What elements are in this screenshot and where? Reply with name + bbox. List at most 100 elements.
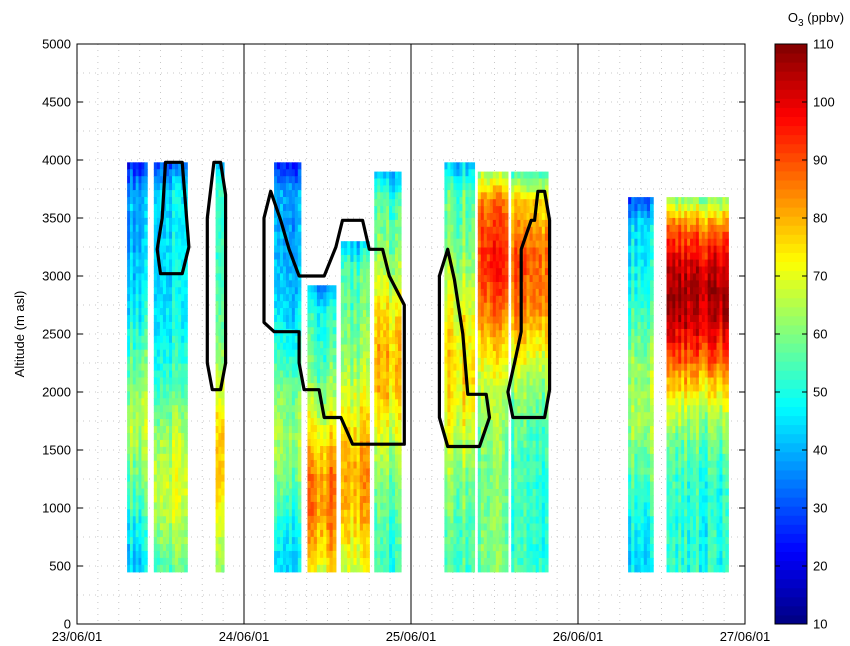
heatmap-cell <box>447 203 452 212</box>
heatmap-cell <box>517 261 521 269</box>
heatmap-cell <box>377 268 381 276</box>
heatmap-cell <box>156 301 161 309</box>
heatmap-cell <box>178 460 182 469</box>
heatmap-cell <box>389 385 393 393</box>
heatmap-cell <box>444 335 449 344</box>
heatmap-cell <box>344 406 348 414</box>
heatmap-cell <box>215 412 219 420</box>
heatmap-cell <box>280 439 284 448</box>
heatmap-cell <box>468 190 473 198</box>
heatmap-cell <box>172 391 176 399</box>
heatmap-cell <box>132 231 137 240</box>
heatmap-cell <box>511 551 515 559</box>
heatmap-cell <box>132 176 137 184</box>
heatmap-cell <box>277 335 281 344</box>
heatmap-cell <box>169 162 173 170</box>
heatmap-cell <box>162 328 167 337</box>
heatmap-cell <box>532 454 537 462</box>
heatmap-cell <box>307 334 312 342</box>
heatmap-cell <box>532 357 537 366</box>
heatmap-cell <box>395 461 399 469</box>
heatmap-cell <box>326 446 331 454</box>
heatmap-cell <box>316 306 321 314</box>
heatmap-cell <box>459 162 464 170</box>
heatmap-cell <box>310 362 315 370</box>
heatmap-cell <box>444 210 449 219</box>
heatmap-cell <box>350 482 355 490</box>
heatmap-cell <box>532 185 537 193</box>
heatmap-cell <box>523 564 528 573</box>
heatmap-cell <box>389 537 393 545</box>
heatmap-cell <box>294 516 299 524</box>
heatmap-cell <box>178 495 182 503</box>
heatmap-cell <box>297 550 302 559</box>
heatmap-cell <box>392 344 396 352</box>
heatmap-cell <box>532 426 537 435</box>
heatmap-cell <box>129 439 134 448</box>
heatmap-cell <box>483 447 488 456</box>
heatmap-cell <box>172 537 176 545</box>
heatmap-cell <box>165 481 170 490</box>
heatmap-cell <box>141 162 145 170</box>
heatmap-cell <box>447 377 452 386</box>
heatmap-cell <box>291 342 296 351</box>
heatmap-cell <box>169 370 173 379</box>
heatmap-cell <box>285 197 290 205</box>
heatmap-cell <box>221 224 225 233</box>
heatmap-cell <box>178 398 182 406</box>
heatmap-cell <box>323 508 327 517</box>
heatmap-cell <box>483 440 488 449</box>
heatmap-cell <box>307 327 312 335</box>
heatmap-cell <box>221 502 225 510</box>
heatmap-cell <box>274 335 278 344</box>
heatmap-cell <box>297 259 302 268</box>
heatmap-cell <box>514 254 518 262</box>
heatmap-cell <box>350 385 355 394</box>
heatmap-cell <box>504 337 509 345</box>
heatmap-cell <box>159 391 164 399</box>
heatmap-cell <box>294 467 299 476</box>
heatmap-cell <box>444 197 449 205</box>
heatmap-cell <box>169 419 173 427</box>
heatmap-cell <box>504 461 509 469</box>
heatmap-cell <box>471 335 476 344</box>
heatmap-cell <box>395 171 399 180</box>
heatmap-cell <box>159 523 164 531</box>
heatmap-cell <box>459 335 464 344</box>
heatmap-cell <box>501 199 506 207</box>
heatmap-cell <box>492 530 497 538</box>
heatmap-cell <box>477 357 482 366</box>
heatmap-cell <box>444 384 449 392</box>
heatmap-cell <box>165 523 170 531</box>
heatmap-cell <box>489 261 494 269</box>
heatmap-cell <box>444 550 449 559</box>
heatmap-cell <box>398 433 402 442</box>
heatmap-cell <box>541 420 546 428</box>
heatmap-cell <box>129 446 134 455</box>
heatmap-cell <box>374 433 378 442</box>
heatmap-cell <box>450 377 455 386</box>
heatmap-cell <box>297 377 302 386</box>
heatmap-cell <box>178 564 182 573</box>
heatmap-cell <box>392 399 396 407</box>
heatmap-cell <box>471 502 476 510</box>
heatmap-cell <box>535 357 540 366</box>
heatmap-cell <box>459 460 464 469</box>
heatmap-cell <box>492 219 497 228</box>
heatmap-cell <box>465 342 470 351</box>
heatmap-cell <box>504 475 509 483</box>
heatmap-cell <box>504 385 509 393</box>
heatmap-cell <box>320 446 324 454</box>
heatmap-cell <box>320 341 324 349</box>
heatmap-cell <box>218 363 222 372</box>
heatmap-cell <box>514 206 518 214</box>
heatmap-cell <box>366 530 370 538</box>
heatmap-cell <box>383 378 387 387</box>
heatmap-cell <box>282 419 287 427</box>
heatmap-cell <box>450 439 455 448</box>
heatmap-cell <box>323 299 327 307</box>
heatmap-cell <box>450 280 455 288</box>
heatmap-cell <box>480 544 485 552</box>
heatmap-cell <box>362 385 367 394</box>
heatmap-cell <box>172 439 176 448</box>
